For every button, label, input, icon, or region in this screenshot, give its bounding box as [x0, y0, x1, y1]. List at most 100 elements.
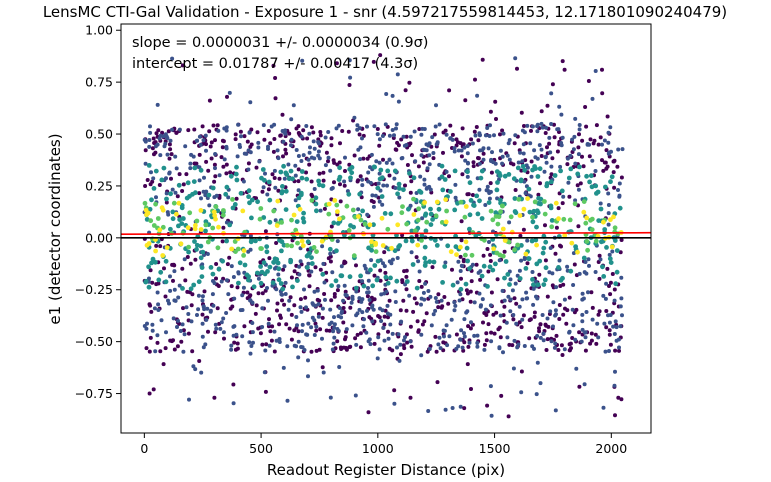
scatter-point: [440, 304, 445, 309]
scatter-point: [573, 116, 578, 121]
scatter-point: [510, 343, 515, 348]
scatter-point: [315, 297, 320, 302]
scatter-point: [278, 169, 284, 175]
scatter-point: [525, 123, 530, 128]
scatter-point: [219, 279, 224, 284]
scatter-point: [433, 308, 438, 313]
scatter-point: [276, 277, 282, 283]
scatter-point: [306, 321, 311, 326]
plot-area: [120, 23, 652, 434]
scatter-point: [460, 172, 465, 177]
scatter-point: [221, 139, 226, 144]
scatter-point: [604, 309, 609, 313]
scatter-point: [532, 148, 537, 153]
scatter-point: [234, 177, 240, 183]
scatter-point: [433, 124, 438, 129]
scatter-point: [459, 276, 463, 281]
scatter-point: [577, 123, 582, 127]
scatter-point: [335, 209, 340, 215]
scatter-point: [395, 140, 400, 145]
scatter-point: [401, 343, 406, 348]
scatter-point: [556, 348, 561, 352]
scatter-point: [234, 196, 239, 201]
scatter-point: [447, 88, 452, 93]
scatter-point: [608, 217, 613, 223]
scatter-point: [446, 301, 451, 306]
scatter-point: [213, 152, 218, 156]
scatter-point: [546, 324, 551, 329]
scatter-point: [406, 206, 411, 212]
scatter-point: [372, 273, 377, 278]
scatter-point: [519, 243, 524, 248]
scatter-point: [249, 344, 254, 348]
scatter-point: [613, 319, 618, 324]
scatter-point: [274, 223, 280, 229]
scatter-point: [175, 325, 179, 329]
scatter-point: [415, 242, 421, 248]
scatter-point: [256, 291, 261, 296]
scatter-point: [532, 314, 537, 319]
scatter-point: [570, 307, 575, 312]
scatter-point: [571, 323, 576, 328]
scatter-point: [314, 208, 319, 214]
scatter-point: [263, 389, 268, 394]
scatter-point: [519, 390, 524, 395]
scatter-point: [265, 286, 269, 290]
x-tick-label: 1500: [479, 441, 511, 456]
scatter-point: [275, 308, 279, 313]
scatter-point: [207, 98, 212, 103]
scatter-point: [507, 138, 512, 142]
scatter-point: [512, 209, 518, 214]
scatter-point: [538, 196, 544, 202]
scatter-point: [518, 233, 523, 238]
scatter-point: [614, 325, 619, 330]
scatter-point: [387, 157, 392, 162]
scatter-point: [196, 307, 201, 312]
scatter-point: [497, 325, 502, 330]
scatter-point: [404, 274, 409, 279]
scatter-point: [186, 331, 191, 336]
scatter-point: [521, 227, 526, 232]
scatter-point: [343, 169, 347, 173]
scatter-point: [173, 154, 178, 159]
scatter-point: [296, 154, 301, 158]
scatter-point: [258, 264, 263, 269]
scatter-point: [200, 298, 205, 303]
scatter-point: [334, 61, 339, 66]
scatter-point: [543, 322, 548, 327]
scatter-point: [370, 193, 375, 198]
scatter-point: [551, 324, 555, 329]
scatter-point: [320, 315, 325, 320]
scatter-point: [301, 210, 306, 216]
scatter-point: [236, 271, 241, 276]
scatter-point: [163, 346, 168, 351]
scatter-point: [275, 148, 280, 153]
scatter-point: [154, 195, 158, 200]
scatter-point: [352, 153, 357, 158]
scatter-point: [299, 134, 304, 139]
scatter-point: [318, 267, 323, 272]
x-tick-label: 1000: [362, 441, 394, 456]
scatter-point: [294, 315, 299, 319]
scatter-point: [153, 201, 159, 207]
scatter-point: [456, 259, 461, 264]
scatter-point: [610, 249, 615, 254]
scatter-point: [419, 332, 424, 337]
scatter-point: [468, 289, 473, 294]
scatter-point: [486, 146, 491, 151]
scatter-point: [530, 124, 535, 129]
scatter-point: [543, 258, 548, 263]
scatter-point: [376, 314, 381, 318]
scatter-point: [233, 171, 239, 177]
scatter-point: [283, 147, 288, 152]
scatter-point: [459, 263, 464, 268]
scatter-point: [277, 340, 282, 344]
scatter-point: [326, 201, 332, 207]
scatter-point: [341, 320, 346, 325]
scatter-point: [590, 96, 595, 101]
scatter-point: [360, 136, 364, 141]
scatter-point: [356, 207, 361, 212]
scatter-point: [589, 227, 595, 233]
scatter-point: [398, 352, 403, 357]
scatter-point: [572, 134, 577, 139]
